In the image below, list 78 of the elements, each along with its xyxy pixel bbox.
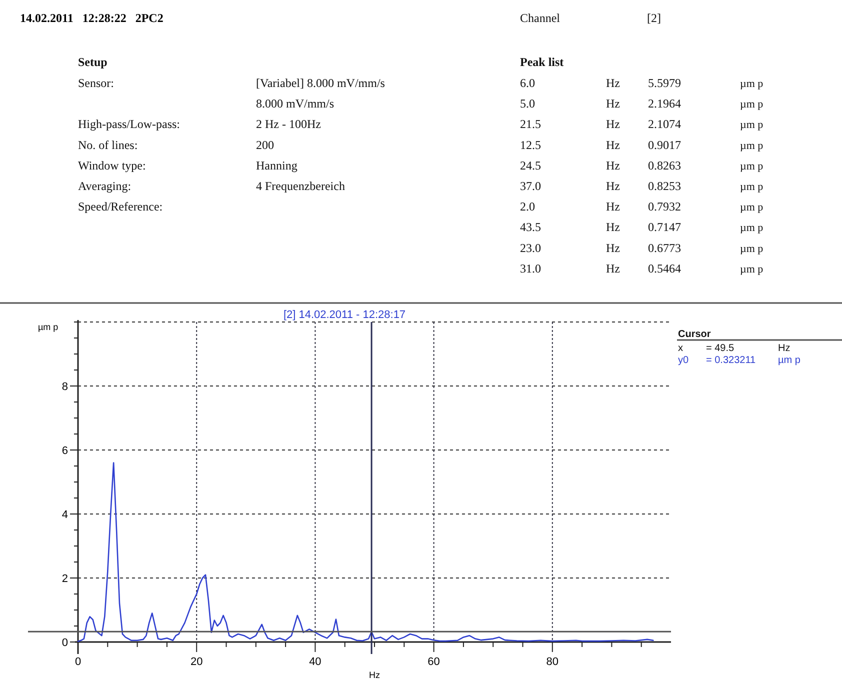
text: µm p bbox=[778, 355, 801, 366]
text: µm p bbox=[740, 98, 764, 111]
text: 4 Frequenzbereich bbox=[256, 179, 345, 193]
text: 31.0 bbox=[520, 261, 541, 276]
text: [Variabel] 8.000 mV/mm/s bbox=[256, 76, 386, 90]
text: Peak list bbox=[520, 55, 564, 69]
text: 0.7147 bbox=[648, 220, 681, 234]
text: µm p bbox=[740, 202, 764, 214]
text: Hz bbox=[606, 179, 620, 193]
text: = 49.5 bbox=[706, 343, 735, 354]
text: 2.1074 bbox=[648, 117, 681, 132]
text: Hz bbox=[606, 96, 620, 111]
text: 0.9017 bbox=[648, 138, 681, 152]
text: Speed/Reference: bbox=[78, 200, 163, 214]
text: Hz bbox=[606, 117, 620, 132]
text: y0 bbox=[678, 355, 689, 366]
text: µm p bbox=[740, 263, 764, 276]
text: 0.7932 bbox=[648, 200, 681, 214]
x-tick-label: 80 bbox=[546, 656, 559, 668]
y-tick-label: 2 bbox=[62, 573, 68, 585]
text: = 0.323211 bbox=[706, 355, 756, 366]
text: 200 bbox=[256, 138, 274, 152]
text: Setup bbox=[78, 55, 108, 69]
text: Hz bbox=[606, 138, 620, 152]
text: 0.8253 bbox=[648, 179, 681, 193]
text: Sensor: bbox=[78, 76, 114, 90]
text: Hz bbox=[606, 261, 620, 276]
text: 6.0 bbox=[520, 76, 535, 90]
text: 2 Hz - 100Hz bbox=[256, 117, 321, 132]
y-tick-label: 4 bbox=[62, 509, 68, 521]
text: 23.0 bbox=[520, 240, 541, 255]
text: 24.5 bbox=[520, 158, 541, 172]
text: 37.0 bbox=[520, 179, 541, 193]
x-axis-title: Hz bbox=[369, 670, 380, 680]
chart-subtitle: [2] 14.02.2011 - 12:28:17 bbox=[283, 309, 406, 321]
text: 8.000 mV/mm/s bbox=[256, 96, 334, 111]
y-tick-label: 6 bbox=[62, 445, 68, 457]
text: 21.5 bbox=[520, 117, 541, 132]
text: Channel bbox=[520, 11, 561, 25]
text: 0.8263 bbox=[648, 158, 681, 172]
text: 0.6773 bbox=[648, 240, 681, 255]
chart-title: 14.02.2011 12:28:22 2PC2 bbox=[20, 11, 164, 25]
text: µm p bbox=[740, 140, 764, 152]
text: Cursor bbox=[678, 329, 711, 340]
text: 43.5 bbox=[520, 220, 541, 234]
x-tick-label: 20 bbox=[190, 656, 203, 668]
x-tick-label: 0 bbox=[74, 656, 82, 668]
text: Window type: bbox=[78, 158, 146, 172]
text: 5.0 bbox=[520, 96, 535, 111]
text: µm p bbox=[740, 160, 764, 172]
text: µm p bbox=[740, 222, 764, 234]
text: 2.1964 bbox=[648, 96, 681, 111]
text: Averaging: bbox=[78, 179, 132, 193]
text: Hz bbox=[606, 158, 620, 172]
text: 5.5979 bbox=[648, 76, 681, 90]
text: µm p bbox=[740, 119, 764, 132]
text: Hanning bbox=[256, 158, 298, 172]
text: High-pass/Low-pass: bbox=[78, 117, 180, 132]
line-series bbox=[77, 462, 654, 642]
text: µm p bbox=[740, 181, 764, 193]
text: Hz bbox=[606, 200, 620, 214]
text: No. of lines: bbox=[78, 138, 138, 152]
text: 2.0 bbox=[520, 200, 535, 214]
text: Hz bbox=[606, 76, 620, 90]
text: µm p bbox=[740, 78, 764, 90]
text: x bbox=[678, 343, 683, 354]
text: Hz bbox=[778, 343, 790, 354]
text: µm p bbox=[740, 242, 764, 255]
y-tick-label: 8 bbox=[62, 381, 68, 393]
text: 12.5 bbox=[520, 138, 541, 152]
x-tick-label: 40 bbox=[309, 656, 322, 668]
text: [2] bbox=[647, 11, 661, 25]
text: Hz bbox=[606, 220, 620, 234]
text: Hz bbox=[606, 240, 620, 255]
x-tick-label: 60 bbox=[428, 656, 440, 668]
y-axis-title: µm p bbox=[38, 322, 58, 332]
y-tick-label: 0 bbox=[62, 637, 68, 649]
text: 0.5464 bbox=[648, 261, 681, 276]
